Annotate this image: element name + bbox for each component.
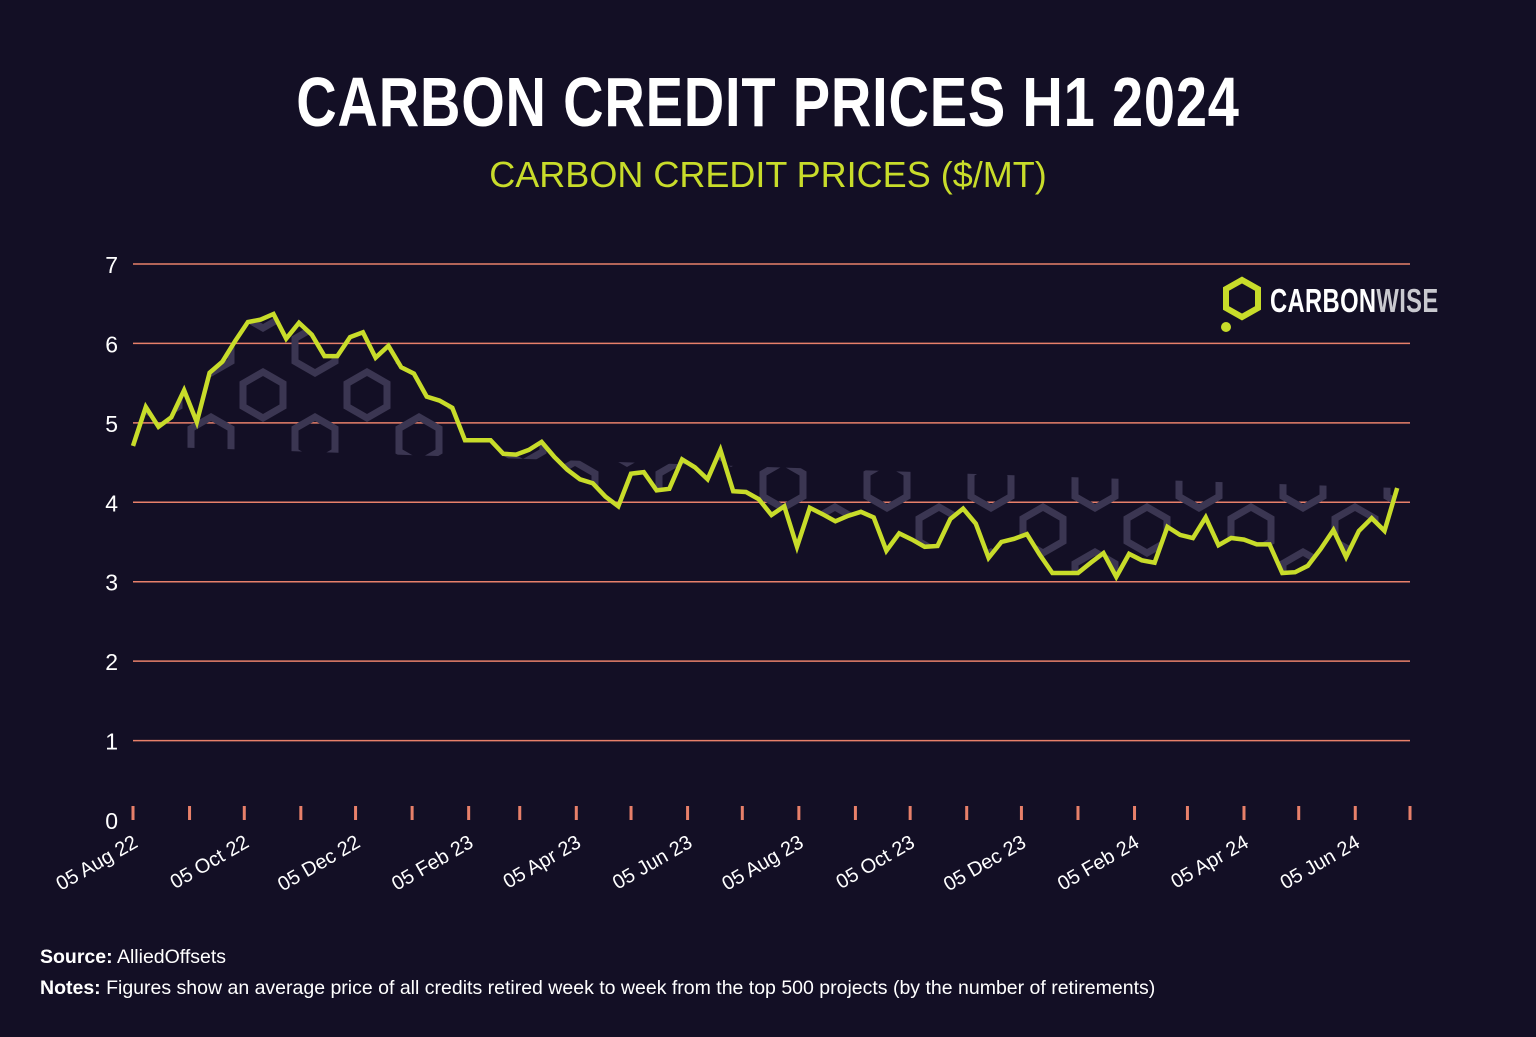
x-tick-mark: [1185, 806, 1189, 820]
x-tick-mark: [574, 806, 578, 820]
x-tick-mark: [1408, 806, 1412, 820]
x-tick-mark: [853, 806, 857, 820]
x-tick-mark: [467, 806, 471, 820]
x-axis: 05 Aug 22 05 Oct 22 05 Dec 22 05 Feb 23 05 A…: [52, 806, 1412, 896]
x-tick-mark: [1353, 806, 1357, 820]
x-tick-mark: [908, 806, 912, 820]
x-tick-mark: [1076, 806, 1080, 820]
x-tick-mark: [299, 806, 303, 820]
x-tick-label: 05 Apr 24: [1167, 831, 1252, 893]
y-tick-label: 4: [105, 490, 118, 516]
chart-subtitle: CARBON CREDIT PRICES ($/MT): [489, 154, 1047, 195]
carbonwise-logo: CARBONWISE: [1218, 276, 1438, 336]
x-tick-mark: [1297, 806, 1301, 820]
notes: Notes: Figures show an average price of …: [40, 977, 1156, 999]
x-tick-label: 05 Dec 23: [940, 831, 1030, 896]
hexagon-logo-icon: [1221, 276, 1261, 332]
logo-text-wise: WISE: [1376, 282, 1439, 319]
x-tick-mark: [965, 806, 969, 820]
x-tick-label: 05 Apr 23: [500, 831, 585, 893]
source-note: Source: AlliedOffsets: [40, 946, 227, 968]
x-tick-label: 05 Aug 23: [718, 831, 807, 895]
x-tick-mark: [797, 806, 801, 820]
x-tick-mark: [242, 806, 246, 820]
x-tick-mark: [354, 806, 358, 820]
x-tick-label: 05 Aug 22: [52, 831, 141, 895]
x-tick-label: 05 Jun 23: [609, 831, 696, 894]
x-tick-mark: [686, 806, 690, 820]
area-fill: [133, 314, 1398, 577]
y-tick-label: 3: [105, 570, 118, 596]
y-tick-label: 7: [105, 252, 118, 278]
x-tick-mark: [1133, 806, 1137, 820]
chart-title: CARBON CREDIT PRICES H1 2024: [296, 63, 1240, 141]
x-tick-label: 05 Jun 24: [1277, 831, 1364, 894]
x-tick-mark: [410, 806, 414, 820]
price-line: [130, 311, 1400, 582]
x-tick-label: 05 Feb 24: [1054, 831, 1143, 895]
y-tick-label: 6: [105, 331, 118, 357]
x-tick-mark: [740, 806, 744, 820]
x-tick-label: 05 Dec 22: [274, 831, 364, 896]
y-tick-label: 5: [105, 411, 118, 437]
y-tick-label: 0: [105, 808, 118, 834]
x-tick-mark: [629, 806, 633, 820]
y-axis: 0 1 2 3 4 5 6 7: [105, 252, 118, 834]
x-tick-mark: [1019, 806, 1023, 820]
x-tick-mark: [188, 806, 192, 820]
x-tick-mark: [131, 806, 135, 820]
y-tick-label: 1: [105, 729, 118, 755]
x-tick-mark: [518, 806, 522, 820]
x-tick-label: 05 Oct 23: [833, 831, 919, 893]
x-tick-label: 05 Feb 23: [388, 831, 477, 895]
x-tick-label: 05 Oct 22: [167, 831, 253, 893]
logo-text-carbon: CARBON: [1270, 282, 1377, 319]
x-tick-mark: [1242, 806, 1246, 820]
y-tick-label: 2: [105, 649, 118, 675]
